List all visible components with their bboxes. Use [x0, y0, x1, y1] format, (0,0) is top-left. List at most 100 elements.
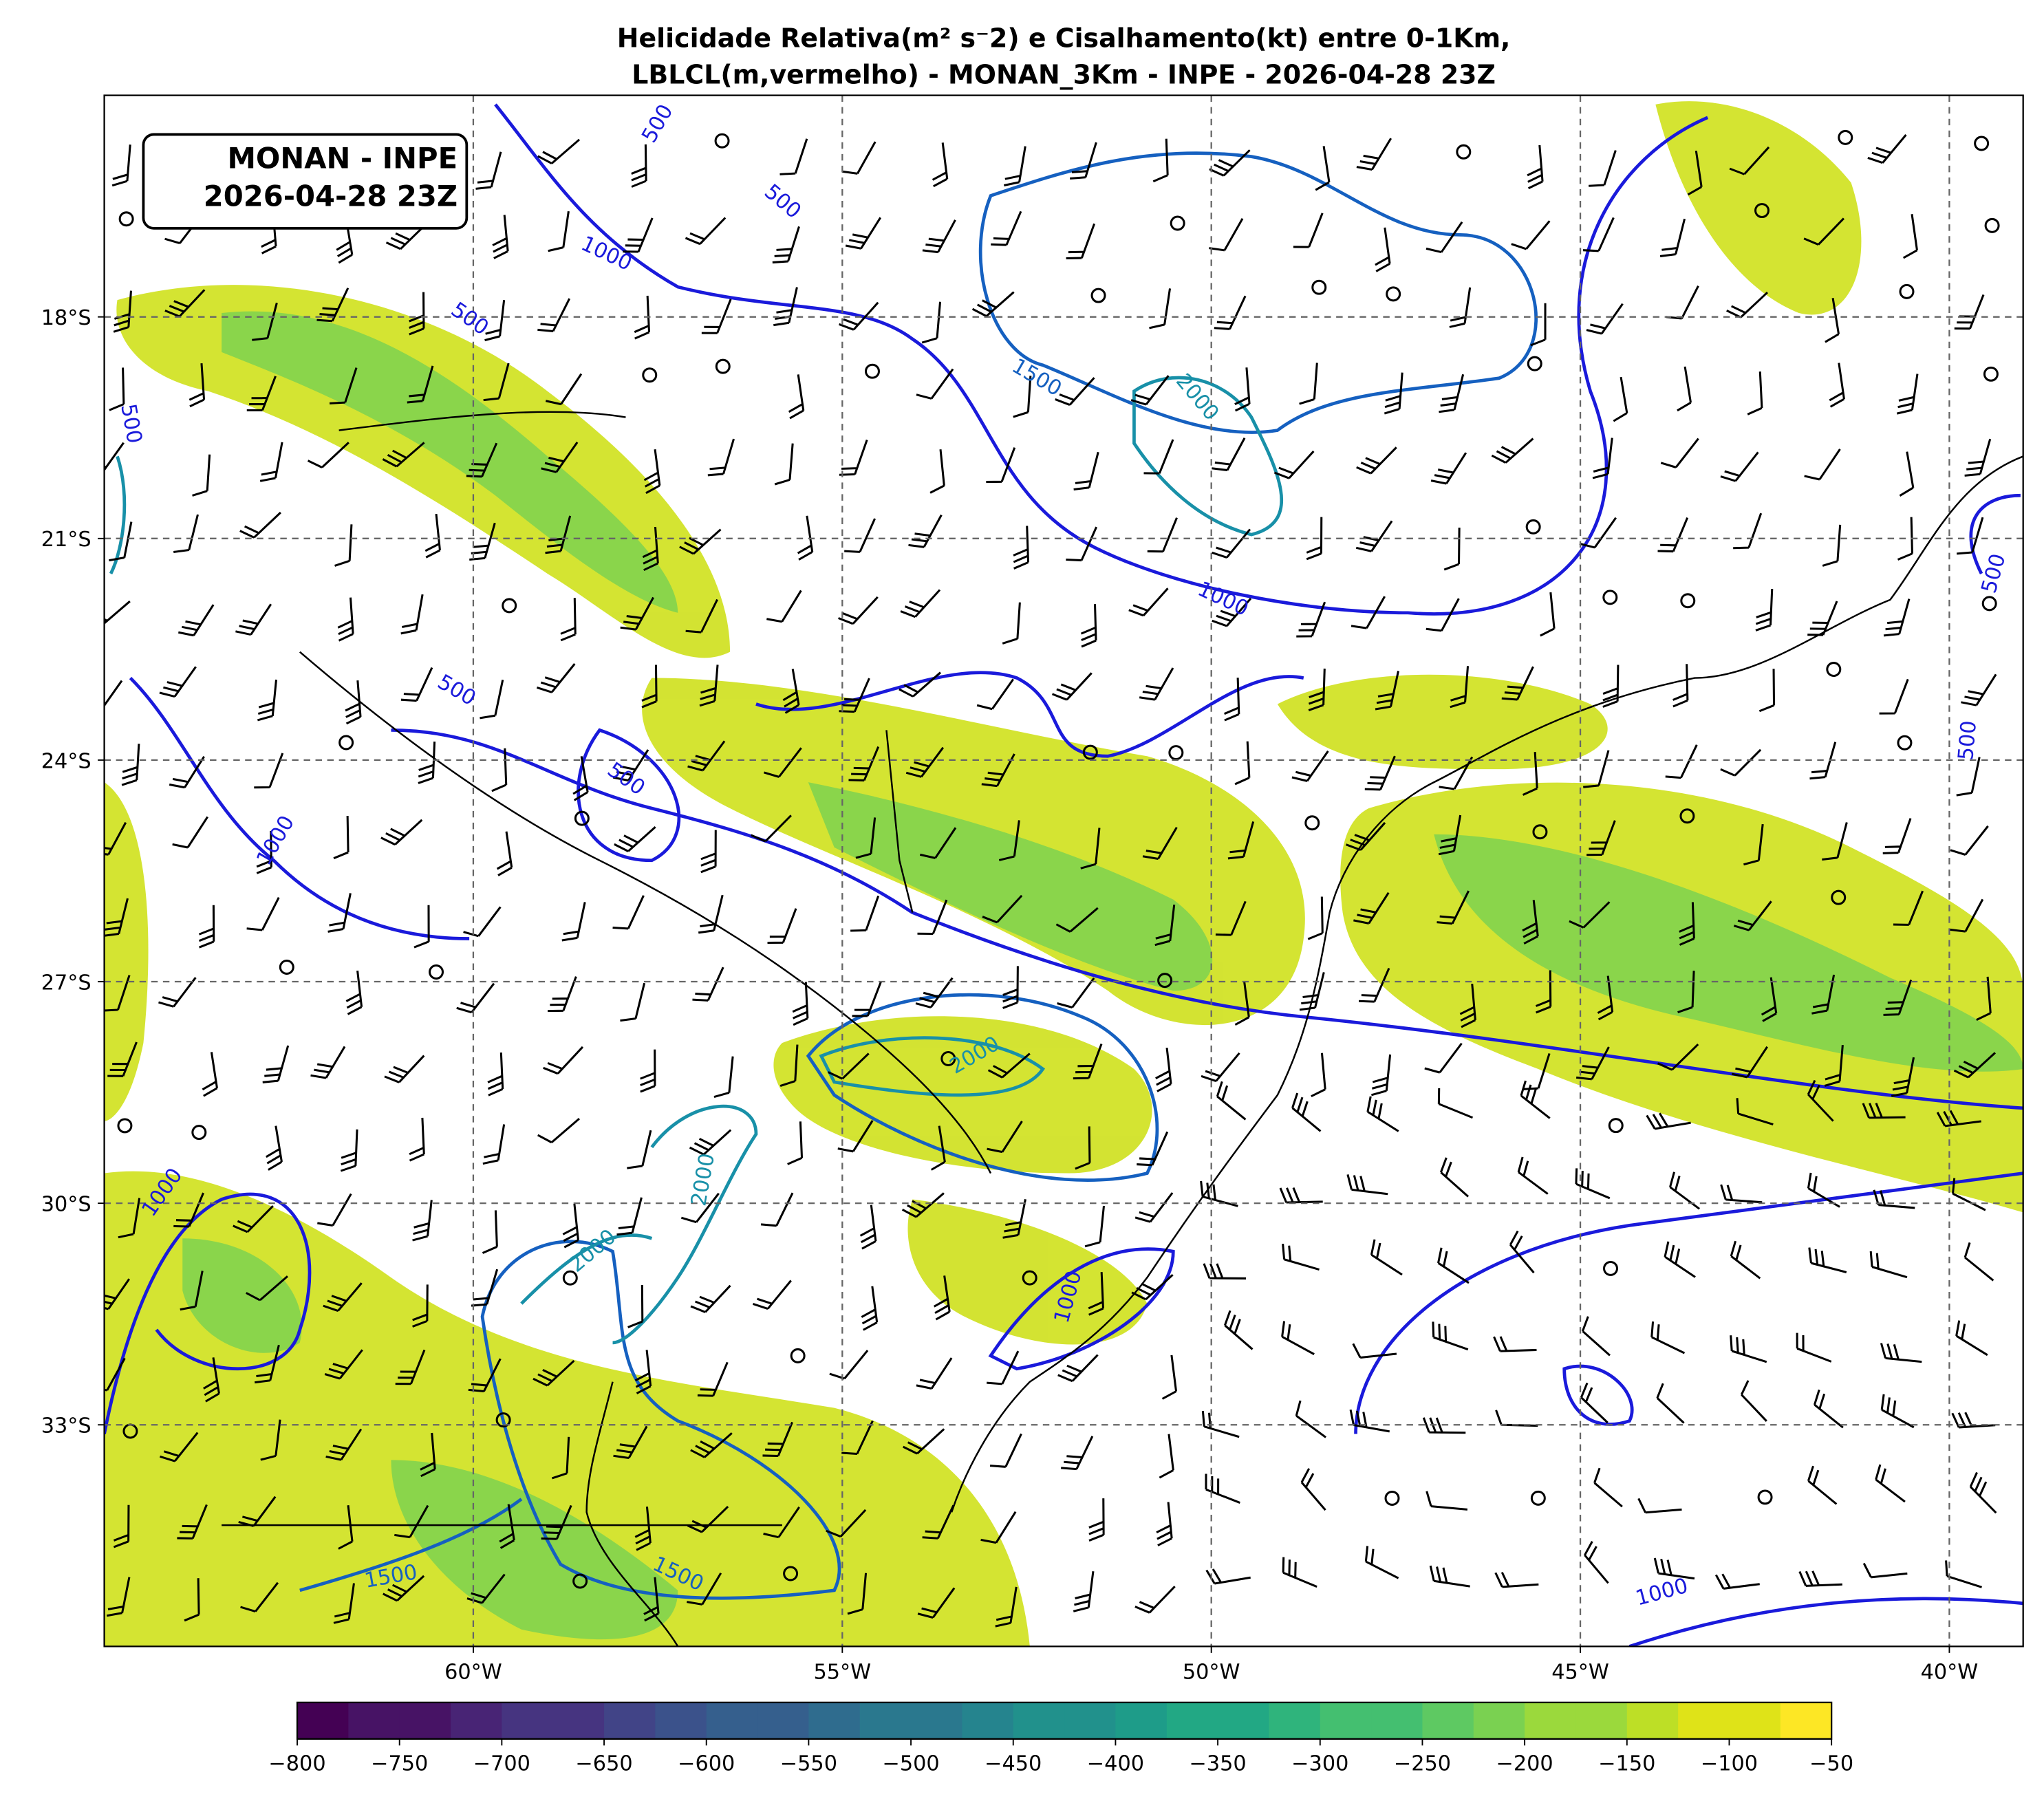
- wind-barb: [1491, 438, 1534, 464]
- wind-barb: [189, 363, 206, 408]
- wind-barb: [1353, 892, 1390, 925]
- wind-barb: [1755, 588, 1774, 631]
- wind-barb: [917, 1587, 956, 1619]
- wind-barb: [198, 905, 215, 949]
- wind-barb: [1736, 1098, 1774, 1126]
- wind-barb: [1883, 980, 1913, 1016]
- colorbar-tick-label: −800: [268, 1751, 325, 1775]
- wind-barb: [233, 1205, 274, 1233]
- wind-barb: [1051, 672, 1093, 701]
- colorbar-frame: [296, 1701, 1833, 1740]
- wind-barb: [475, 151, 502, 190]
- colorbar-segment: [1115, 1702, 1168, 1739]
- wind-barb: [1355, 520, 1393, 552]
- wind-barb: [1803, 217, 1845, 246]
- wind-barb: [1084, 1205, 1106, 1248]
- wind-barb: [177, 604, 215, 637]
- wind-barb: [1730, 1240, 1761, 1280]
- wind-barb: [1969, 1471, 1997, 1514]
- wind-barb: [323, 1282, 363, 1313]
- wind-barb: [1522, 900, 1539, 944]
- wind-barb: [1891, 1057, 1915, 1097]
- wind-barb: [841, 141, 876, 175]
- wind-barb: [614, 825, 656, 852]
- wind-barb: [256, 830, 272, 874]
- wind-barb: [420, 1432, 436, 1478]
- wind-barb: [1936, 1110, 1981, 1127]
- wind-barb: [986, 447, 1016, 484]
- calm-marker: [1386, 286, 1401, 302]
- wind-barb: [687, 1572, 722, 1606]
- wind-barb: [345, 680, 362, 725]
- wind-barb: [700, 830, 717, 874]
- wind-barb: [1299, 972, 1325, 1011]
- wind-barb: [1432, 1321, 1469, 1351]
- wind-barb: [246, 376, 277, 411]
- wind-barb: [262, 1045, 290, 1083]
- wind-barb: [1234, 367, 1251, 412]
- wind-barb: [1646, 1112, 1691, 1130]
- calm-marker: [1090, 288, 1106, 303]
- wind-barb: [1867, 134, 1907, 164]
- wind-barb: [1586, 303, 1624, 335]
- wind-barb: [238, 1496, 277, 1527]
- wind-barb: [1156, 1502, 1173, 1546]
- wind-barb: [1731, 1046, 1768, 1079]
- wind-barb: [1214, 295, 1247, 330]
- colorbar-tick-label: −650: [575, 1751, 632, 1775]
- wind-barb: [1137, 1131, 1169, 1167]
- calm-marker: [1456, 144, 1472, 160]
- wind-barb: [620, 982, 646, 1022]
- calm-marker: [279, 959, 294, 975]
- wind-barb: [680, 1192, 720, 1224]
- wind-barb: [173, 1192, 204, 1228]
- colorbar-segment: [1269, 1702, 1321, 1739]
- wind-barb: [1070, 142, 1097, 180]
- wind-barb: [1509, 1230, 1535, 1274]
- wind-barb: [1586, 820, 1616, 856]
- annotation-box: MONAN - INPE 2026-04-28 23Z: [142, 133, 469, 230]
- wind-barb: [334, 524, 353, 567]
- wind-barb: [1139, 667, 1174, 701]
- wind-barb: [1356, 446, 1397, 475]
- wind-barb: [235, 603, 272, 636]
- wind-barb: [487, 1052, 504, 1097]
- calm-marker: [502, 598, 517, 614]
- wind-barb: [324, 1349, 363, 1380]
- wind-barb: [634, 1350, 652, 1394]
- wind-barb: [841, 1420, 874, 1456]
- wind-barb: [1822, 524, 1842, 567]
- wind-barb: [1352, 1343, 1397, 1359]
- wind-barb: [1088, 1498, 1105, 1542]
- colorbar-segment: [399, 1702, 451, 1739]
- wind-barb: [1613, 376, 1628, 422]
- title-line: Helicidade Relativa(m² s⁻2) e Cisalhamen…: [617, 23, 1511, 53]
- wind-barb: [839, 678, 870, 713]
- wind-barb: [1582, 217, 1615, 252]
- wind-barb: [1422, 1417, 1466, 1434]
- wind-barb: [1880, 1343, 1922, 1363]
- wind-barb: [160, 1432, 199, 1462]
- wind-barb: [1657, 1043, 1699, 1071]
- wind-barb: [623, 217, 654, 253]
- wind-barb: [929, 449, 945, 494]
- wind-barb: [971, 291, 1015, 317]
- wind-barb: [1740, 1380, 1767, 1422]
- wind-barb: [697, 1361, 729, 1397]
- wind-barb: [1664, 1241, 1696, 1278]
- wind-barb: [345, 970, 363, 1015]
- wind-barb: [1296, 601, 1326, 638]
- wind-barb: [1951, 1412, 1996, 1429]
- wind-barb: [1366, 1096, 1399, 1132]
- wind-barb: [1307, 896, 1324, 940]
- wind-barb: [1143, 439, 1174, 475]
- wind-barb: [1679, 902, 1695, 946]
- wind-barb: [1311, 1052, 1326, 1098]
- wind-barb: [1950, 825, 1989, 856]
- colorbar-tick-label: −150: [1598, 1751, 1655, 1775]
- wind-barb: [1057, 977, 1095, 1008]
- wind-barb: [852, 981, 882, 1017]
- wind-barb: [1829, 363, 1845, 408]
- wind-barb: [1956, 757, 1981, 797]
- wind-barb: [905, 746, 945, 778]
